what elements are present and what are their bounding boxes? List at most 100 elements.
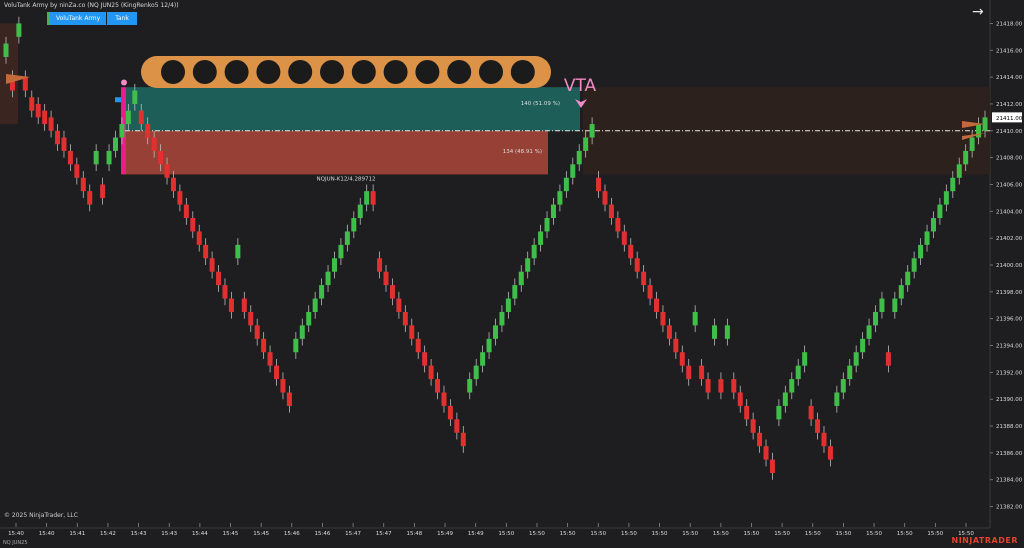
candle — [261, 338, 267, 353]
x-tick-label: 15:46 — [284, 531, 300, 537]
current-price-label: 21411.00 — [996, 116, 1023, 122]
candle — [402, 311, 408, 326]
candle — [3, 43, 9, 57]
vta-arrow-icon — [575, 99, 587, 108]
candle — [563, 177, 569, 192]
candle — [170, 177, 176, 192]
candle — [177, 191, 183, 205]
candle — [608, 204, 614, 219]
candle — [370, 191, 376, 205]
tank-wheel — [256, 60, 281, 84]
zone-dot — [121, 79, 127, 86]
candle — [357, 204, 363, 219]
candle — [570, 164, 576, 178]
candle — [905, 271, 911, 286]
candle — [274, 365, 280, 380]
candle — [615, 218, 621, 232]
tank-wheel — [320, 60, 344, 84]
x-tick-label: 15:48 — [406, 531, 422, 537]
candle — [602, 191, 608, 205]
candle — [654, 298, 660, 312]
candle — [203, 244, 209, 259]
candle — [956, 164, 962, 178]
candle — [512, 285, 518, 299]
buy-volume-label: 140 (51.09 %) — [521, 101, 560, 107]
tank-wheel — [224, 60, 249, 84]
candle — [293, 338, 299, 353]
arrow-right-icon[interactable]: → — [972, 4, 984, 20]
x-tick-label: 15:50 — [927, 531, 943, 537]
candle — [782, 392, 788, 406]
candle — [763, 446, 769, 460]
candle — [808, 405, 814, 420]
y-tick-label: 21414.00 — [996, 75, 1023, 81]
candle — [467, 379, 473, 393]
candle — [396, 298, 402, 312]
candle — [724, 325, 730, 339]
candle — [525, 258, 531, 272]
x-tick-label: 15:50 — [866, 531, 882, 537]
candle — [16, 23, 22, 37]
candle — [100, 184, 106, 198]
candle — [666, 325, 672, 339]
x-tick-label: 15:49 — [468, 531, 484, 537]
candle — [228, 298, 234, 312]
candle — [480, 352, 486, 366]
y-tick-label: 21404.00 — [996, 209, 1023, 215]
candle — [576, 150, 582, 165]
candle — [802, 352, 808, 366]
price-arrow — [962, 121, 985, 128]
candle — [196, 231, 202, 245]
candle — [853, 352, 859, 366]
candle — [892, 298, 898, 312]
candle — [325, 271, 331, 286]
candle — [338, 244, 344, 259]
candle — [621, 231, 627, 245]
y-tick-label: 21406.00 — [996, 182, 1023, 188]
candle — [80, 177, 86, 192]
tab-tank[interactable]: Tank — [107, 12, 137, 25]
candle — [930, 218, 936, 232]
candle — [132, 90, 138, 104]
candle — [55, 130, 61, 145]
candle — [280, 379, 286, 393]
x-tick-label: 15:50 — [897, 531, 913, 537]
y-tick-label: 21382.00 — [996, 505, 1023, 511]
candle — [518, 271, 524, 286]
candle — [860, 338, 866, 353]
candle — [976, 124, 982, 138]
y-tick-label: 21386.00 — [996, 451, 1023, 457]
candle — [29, 97, 35, 111]
candle — [447, 405, 453, 420]
candle — [331, 258, 337, 272]
vta-label: VTA — [564, 76, 597, 96]
brand-logo: NINJATRADER — [951, 536, 1018, 545]
candle — [435, 379, 441, 393]
candle — [377, 258, 383, 272]
sell-volume-label: 134 (48.91 %) — [503, 149, 542, 155]
candle — [505, 298, 511, 312]
x-tick-label: 15:50 — [621, 531, 637, 537]
x-tick-label: 15:50 — [498, 531, 514, 537]
candle — [866, 325, 872, 339]
candle — [950, 177, 956, 192]
candle — [415, 338, 421, 353]
current-price-box — [992, 112, 1022, 123]
candle — [42, 110, 48, 125]
tank-wheel — [351, 60, 376, 84]
tank-wheel — [415, 60, 440, 84]
x-tick-label: 15:45 — [223, 531, 239, 537]
y-tick-label: 21398.00 — [996, 290, 1023, 296]
tank-wheel — [192, 60, 217, 84]
x-tick-label: 15:44 — [192, 531, 208, 537]
candle — [254, 325, 260, 339]
tab-volutank-army[interactable]: VoluTank Army — [47, 12, 107, 25]
candle — [918, 244, 924, 259]
candle — [879, 298, 885, 312]
candle — [74, 164, 80, 178]
y-tick-label: 21394.00 — [996, 344, 1023, 350]
candle — [769, 459, 775, 474]
candle — [61, 137, 67, 151]
copyright: © 2025 NinjaTrader, LLC — [4, 512, 78, 519]
